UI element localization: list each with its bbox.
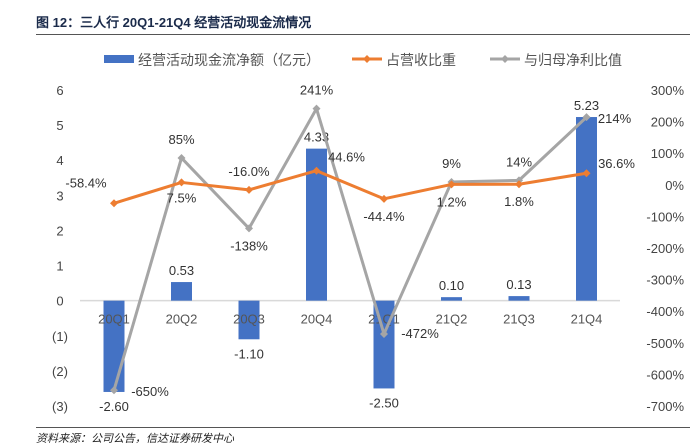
left-tick-label: 6	[56, 83, 63, 98]
figure-title: 图 12：三人行 20Q1-21Q4 经营活动现金流情况	[36, 15, 312, 30]
bar	[576, 117, 597, 301]
left-tick-label: 3	[56, 188, 63, 203]
left-tick-label: 4	[56, 153, 63, 168]
category-label: 20Q4	[301, 312, 333, 327]
category-label: 20Q1	[98, 312, 130, 327]
right-tick-label: 100%	[651, 146, 685, 161]
ratio-net-profit-data-label: 214%	[598, 111, 632, 126]
ratio-net-profit-marker	[177, 153, 186, 162]
bar	[306, 148, 327, 301]
right-tick-label: -300%	[646, 273, 684, 288]
revenue-share-data-label: -44.4%	[363, 209, 405, 224]
bar-data-label: -2.60	[99, 399, 129, 414]
ratio-net-profit-marker	[110, 386, 118, 395]
category-label: 20Q3	[233, 312, 265, 327]
ratio-net-profit-data-label: -138%	[230, 238, 268, 253]
left-tick-label: (3)	[52, 399, 68, 414]
revenue-share-data-label: 36.6%	[598, 156, 635, 171]
revenue-share-marker	[380, 194, 388, 203]
ratio-net-profit-marker	[582, 113, 591, 122]
ratio-net-profit-marker	[245, 224, 253, 233]
source-note: 资料来源：公司公告，信达证券研发中心	[36, 433, 234, 445]
revenue-share-marker	[177, 178, 186, 187]
right-tick-label: -500%	[646, 336, 684, 351]
revenue-share-marker	[515, 180, 523, 189]
left-tick-label: (1)	[52, 329, 68, 344]
category-label: 21Q2	[436, 312, 468, 327]
right-tick-label: -100%	[646, 209, 684, 224]
revenue-share-data-label: 1.8%	[504, 194, 534, 209]
top-rule	[36, 34, 690, 35]
right-tick-label: 0%	[665, 178, 684, 193]
right-tick-label: -200%	[646, 241, 684, 256]
bar-data-label: 5.23	[574, 98, 599, 113]
revenue-share-data-label: 7.5%	[167, 190, 197, 205]
ratio-net-profit-line	[112, 107, 588, 391]
category-label: 20Q2	[166, 312, 198, 327]
bar-data-label: -2.50	[369, 395, 399, 410]
left-tick-label: 0	[56, 294, 63, 309]
revenue-share-marker	[110, 199, 118, 208]
left-tick-label: (2)	[52, 364, 68, 379]
revenue-share-marker	[245, 185, 253, 194]
bar	[171, 282, 192, 301]
legend-label: 占营收比重	[386, 52, 456, 68]
right-tick-label: 300%	[651, 83, 685, 98]
left-tick-label: 5	[56, 118, 63, 133]
revenue-share-marker	[582, 169, 591, 178]
bar	[441, 297, 462, 301]
ratio-net-profit-marker	[312, 104, 321, 113]
right-tick-label: -700%	[646, 399, 684, 414]
bar-data-label: 0.13	[506, 277, 531, 292]
ratio-net-profit-data-label: 9%	[442, 156, 461, 171]
left-tick-label: 1	[56, 259, 63, 274]
legend-marker	[363, 55, 371, 63]
ratio-net-profit-data-label: -650%	[131, 384, 169, 399]
ratio-net-profit-data-label: 85%	[168, 132, 194, 147]
category-label: 21Q3	[503, 312, 535, 327]
legend-bar-swatch	[104, 55, 134, 63]
ratio-net-profit-data-label: 14%	[506, 154, 532, 169]
ratio-net-profit-data-label: -472%	[401, 326, 439, 341]
right-tick-label: -600%	[646, 367, 684, 382]
ratio-net-profit-marker	[380, 329, 388, 338]
bar	[508, 296, 530, 301]
category-label: 21Q1	[368, 312, 400, 327]
revenue-share-marker	[447, 180, 456, 189]
bottom-rule	[36, 427, 690, 428]
left-tick-label: 2	[56, 223, 63, 238]
revenue-share-marker	[312, 166, 321, 175]
legend-label: 与归母净利比值	[524, 52, 622, 68]
bar-data-label: 0.10	[439, 278, 464, 293]
bar	[238, 300, 260, 340]
category-label: 21Q4	[571, 312, 603, 327]
right-tick-label: 200%	[651, 115, 685, 130]
bar-data-label: 0.53	[169, 263, 194, 278]
right-tick-label: -400%	[646, 304, 684, 319]
revenue-share-data-label: 44.6%	[328, 150, 365, 165]
ratio-net-profit-data-label: 241%	[300, 83, 334, 98]
revenue-share-data-label: -58.4%	[65, 175, 107, 190]
revenue-share-data-label: 1.2%	[437, 194, 467, 209]
revenue-share-data-label: -16.0%	[228, 164, 270, 179]
legend-label: 经营活动现金流净额（亿元）	[138, 52, 320, 68]
legend-marker	[501, 55, 509, 63]
bar-data-label: -1.10	[234, 346, 264, 361]
revenue-share-line	[113, 169, 587, 205]
